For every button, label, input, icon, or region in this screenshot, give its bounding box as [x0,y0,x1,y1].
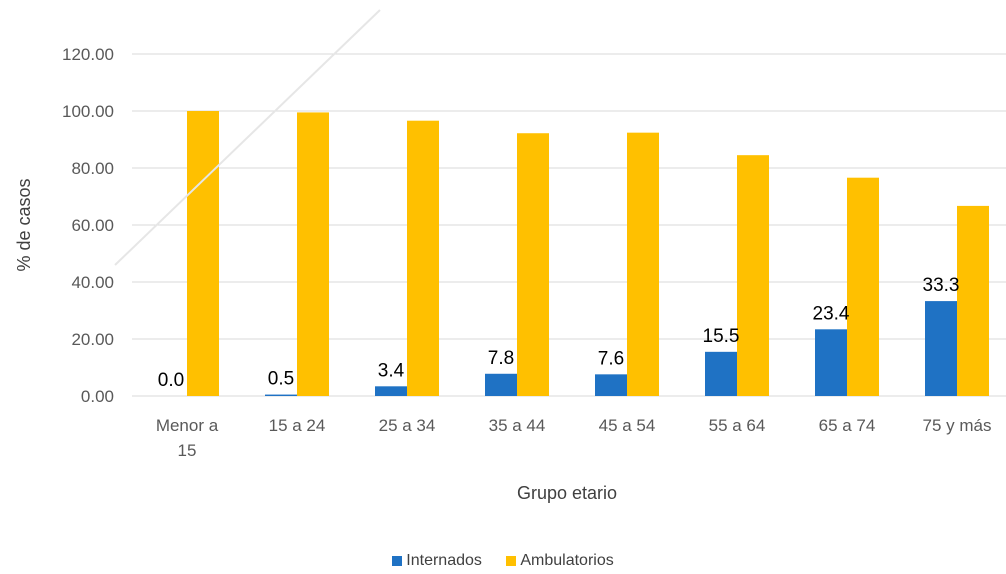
y-tick-label: 60.00 [71,216,114,235]
legend-item-ambulatorios: Ambulatorios [506,552,614,570]
x-category-line: 55 a 64 [709,416,766,435]
data-label-internados-2: 3.4 [378,360,405,381]
bars [187,111,989,397]
legend-swatch-ambulatorios [506,556,517,566]
y-tick-label: 120.00 [62,45,114,64]
y-tick-label: 40.00 [71,273,114,292]
bar-ambulatorios-4 [627,132,659,396]
x-category-line: Menor a [156,416,219,435]
bar-internados-2 [375,386,407,396]
x-category-line: 65 a 74 [819,416,876,435]
x-category-line: 45 a 54 [599,416,656,435]
bar-ambulatorios-5 [737,155,769,396]
x-axis-title: Grupo etario [517,483,617,503]
x-category-line: 35 a 44 [489,416,546,435]
x-category-label-0: Menor a 15 [156,416,219,460]
data-label-internados-3: 7.8 [488,348,514,369]
x-category-label-2: 25 a 34 [379,416,436,435]
data-label-internados-1: 0.5 [268,369,294,390]
decorative-diagonal-line [114,9,381,266]
category-labels: Menor a 15 15 a 24 25 a 34 35 a 44 45 a 54 55 … [156,416,992,460]
bar-internados-4 [595,374,627,396]
y-axis-title: % de casos [14,178,34,271]
x-category-label-3: 35 a 44 [489,416,546,435]
data-label-internados-5: 15.5 [703,326,740,347]
x-category-label-5: 55 a 64 [709,416,766,435]
x-category-label-1: 15 a 24 [269,416,326,435]
legend-label-ambulatorios: Ambulatorios [520,552,614,569]
x-category-line: 15 a 24 [269,416,326,435]
legend: Internados Ambulatorios [0,552,1006,571]
x-category-line: 75 y más [923,416,992,435]
bar-internados-1 [265,394,297,396]
y-axis-ticks: 0.00 20.00 40.00 60.00 80.00 100.00 120.00 [62,45,114,406]
x-category-line: 25 a 34 [379,416,436,435]
data-label-internados-0: 0.0 [158,370,184,391]
y-tick-label: 100.00 [62,102,114,121]
bar-ambulatorios-3 [517,133,549,397]
y-tick-label: 80.00 [71,159,114,178]
data-label-internados-6: 23.4 [813,303,850,324]
x-category-label-6: 65 a 74 [819,416,876,435]
legend-label-internados: Internados [406,552,482,569]
bar-ambulatorios-7 [957,205,989,396]
y-tick-label: 0.00 [81,387,114,406]
x-category-label-4: 45 a 54 [599,416,656,435]
bar-internados-3 [485,373,517,396]
data-labels: 0.0 0.5 3.4 7.8 7.6 15.5 23.4 33.3 [158,275,960,391]
bar-ambulatorios-0 [187,111,219,396]
bar-internados-6 [815,329,847,396]
data-label-internados-4: 7.6 [598,348,624,369]
y-tick-label: 20.00 [71,330,114,349]
bar-internados-5 [705,351,737,396]
x-category-label-7: 75 y más [923,416,992,435]
data-label-internados-7: 33.3 [923,275,960,296]
legend-swatch-internados [392,556,403,566]
bar-ambulatorios-2 [407,120,439,396]
x-category-line: 15 [178,441,197,460]
bar-ambulatorios-6 [847,177,879,396]
legend-item-internados: Internados [392,552,482,570]
bar-internados-7 [925,301,957,396]
bar-ambulatorios-1 [297,112,329,397]
